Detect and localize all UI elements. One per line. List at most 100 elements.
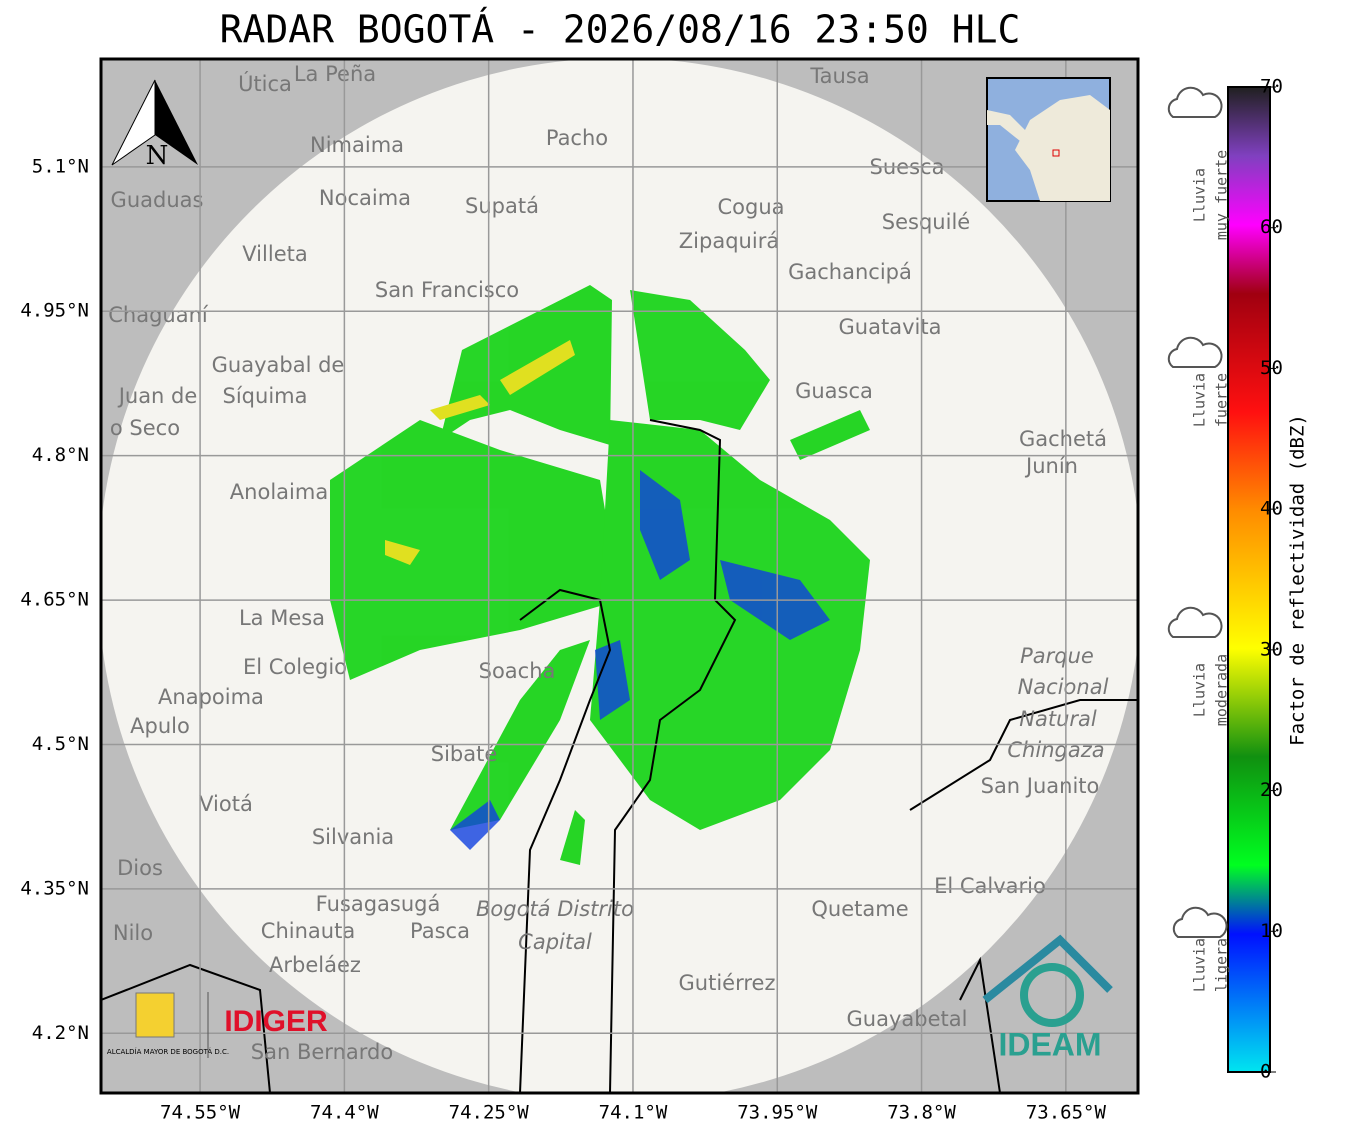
x-tick-label: 74.4°W — [310, 1102, 379, 1124]
logo-idiger: IDIGER — [224, 1005, 328, 1038]
place-label: Pasca — [410, 919, 470, 943]
place-label: Dios — [117, 856, 163, 880]
y-tick-label: 5.1°N — [32, 155, 89, 177]
place-label: Bogotá Distrito — [476, 897, 634, 921]
colorbar-tick-label: 20 — [1260, 779, 1283, 801]
place-label: El Colegio — [243, 655, 347, 679]
place-label: Zipaquirá — [679, 229, 779, 253]
place-label: Útica — [238, 71, 292, 96]
place-label: Guatavita — [839, 315, 942, 339]
place-label: Viotá — [199, 792, 253, 816]
colorbar-tick-label: 60 — [1260, 216, 1283, 238]
place-label: El Calvario — [934, 874, 1046, 898]
place-label: Juan de — [117, 384, 198, 408]
y-tick-label: 4.5°N — [32, 733, 89, 755]
rain-class-label: Lluvia — [1191, 168, 1209, 222]
colorbar-tick-label: 10 — [1260, 920, 1283, 942]
rain-class-label: Lluvia — [1191, 663, 1209, 717]
rain-class-label: muy fuerte — [1213, 150, 1231, 240]
place-label: o Seco — [110, 416, 180, 440]
place-label: Fusagasugá — [316, 892, 441, 916]
map-frame — [99, 57, 1140, 1095]
place-label: Chingaza — [1007, 738, 1104, 762]
logos: ALCALDÍA MAYOR DE BOGOTÁ D.C. IDIGER IDE… — [107, 934, 1113, 1062]
rain-icon — [1167, 86, 1223, 118]
rain-class: Lluvia ligera — [1172, 906, 1231, 992]
place-label: Junín — [1024, 454, 1078, 478]
place-label: Parque — [1020, 644, 1094, 668]
place-label: Nocaima — [319, 186, 411, 210]
place-label: Quetame — [811, 897, 908, 921]
place-label: Arbeláez — [269, 953, 361, 977]
place-label: Guayabal de — [212, 353, 345, 377]
rain-class-label: Lluvia — [1191, 373, 1209, 427]
place-label: Silvania — [312, 825, 394, 849]
place-label: Chaguaní — [108, 303, 209, 327]
place-label: Pacho — [546, 126, 608, 150]
rain-class: Lluvia fuerte — [1167, 336, 1231, 427]
rain-class-label: ligera — [1213, 938, 1231, 992]
radar-echo-moderate — [385, 340, 575, 565]
colorbar-label: Factor de reflectividad (dBZ) — [1287, 414, 1309, 746]
place-label: Nacional — [1018, 675, 1109, 699]
colorbar-tick-label: 0 — [1260, 1061, 1271, 1083]
place-label: Gachancipá — [788, 260, 912, 284]
colorbar-tick-label: 40 — [1260, 498, 1283, 520]
colorbar-tick-label: 30 — [1260, 638, 1283, 660]
rain-icon — [1167, 606, 1223, 638]
rain-class-label: Lluvia — [1191, 938, 1209, 992]
y-tick-label: 4.8°N — [32, 444, 89, 466]
logo-alcaldia: ALCALDÍA MAYOR DE BOGOTÁ D.C. — [107, 1047, 229, 1056]
rain-class: Lluvia moderada — [1167, 606, 1231, 726]
place-label: San Francisco — [375, 278, 519, 302]
place-label: Guasca — [795, 379, 873, 403]
map: Útica La Peña Tausa Pacho Nimaima Guaduas Noca… — [101, 59, 1138, 1093]
place-label: Anolaima — [230, 480, 328, 504]
place-label: Supatá — [465, 194, 539, 218]
place-label: Villeta — [242, 242, 307, 266]
place-label: Síquima — [223, 384, 308, 408]
place-label: Nilo — [113, 921, 153, 945]
colorbar — [1227, 86, 1271, 1073]
place-label: La Mesa — [239, 606, 325, 630]
place-label: Chinauta — [261, 919, 355, 943]
place-label: Natural — [1019, 707, 1097, 731]
y-tick-label: 4.35°N — [20, 877, 89, 899]
rain-class: Lluvia muy fuerte — [1167, 86, 1231, 240]
inset-map — [986, 77, 1111, 202]
title: RADAR BOGOTÁ - 2026/08/16 23:50 HLC — [220, 8, 1021, 52]
x-tick-label: 74.25°W — [449, 1102, 530, 1124]
rain-icon — [1172, 906, 1228, 938]
x-tick-label: 73.65°W — [1026, 1102, 1107, 1124]
place-label: Sesquilé — [882, 210, 970, 234]
place-label: Guayabetal — [847, 1007, 968, 1031]
colorbar-tick-label: 70 — [1260, 76, 1283, 98]
place-label: Cogua — [717, 195, 784, 219]
place-label: Anapoima — [158, 685, 264, 709]
y-tick-label: 4.2°N — [32, 1022, 89, 1044]
x-tick-label: 73.8°W — [887, 1102, 956, 1124]
rain-class-label: fuerte — [1213, 373, 1231, 427]
boundaries — [101, 419, 1138, 1093]
place-label: Nimaima — [310, 133, 404, 157]
y-tick-label: 4.95°N — [20, 300, 89, 322]
place-label: Guaduas — [111, 188, 204, 212]
x-tick-label: 74.1°W — [599, 1102, 668, 1124]
x-tick-label: 73.95°W — [737, 1102, 818, 1124]
place-label: Gachetá — [1019, 427, 1107, 451]
rain-class-label: moderada — [1213, 654, 1231, 726]
x-tick-label: 74.55°W — [160, 1102, 241, 1124]
place-label: Soacha — [479, 659, 556, 683]
place-label: Tausa — [809, 64, 869, 88]
place-label: San Juanito — [981, 774, 1100, 798]
place-label: San Bernardo — [251, 1040, 393, 1064]
place-label: La Peña — [294, 62, 376, 86]
logo-ideam: IDEAM — [998, 1026, 1101, 1062]
place-label: Gutiérrez — [679, 971, 776, 995]
north-label: N — [146, 141, 169, 171]
y-tick-label: 4.65°N — [20, 589, 89, 611]
colorbar-tick-label: 50 — [1260, 357, 1283, 379]
place-label: Capital — [518, 930, 592, 954]
place-label: Apulo — [130, 714, 190, 738]
